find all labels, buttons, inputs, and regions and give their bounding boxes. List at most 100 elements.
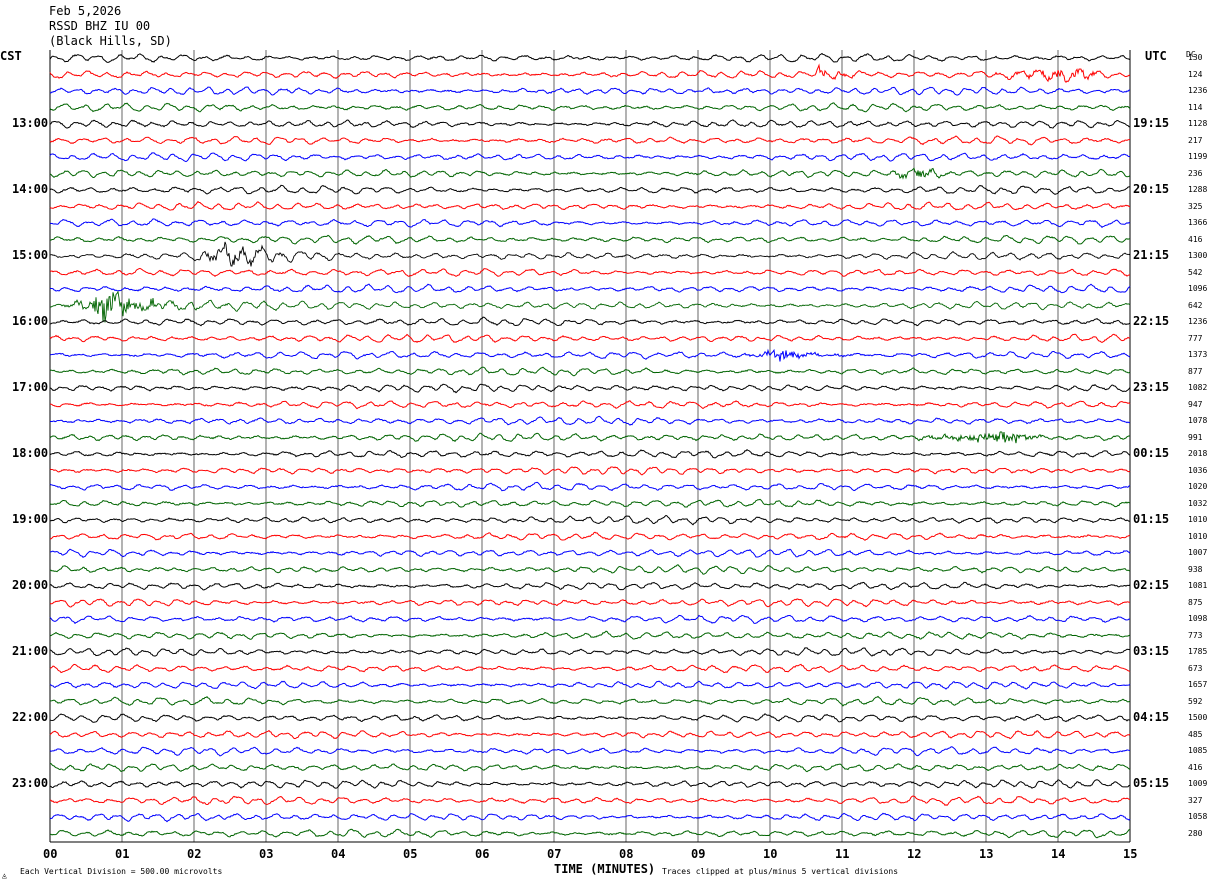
trace-42 <box>49 746 1131 757</box>
left-hour-label: 18:00 <box>12 446 49 460</box>
dc-label: DC <box>1186 50 1196 59</box>
dc-offset-label: 1010 <box>1188 515 1208 524</box>
dc-offset-label: 1288 <box>1188 185 1208 194</box>
dc-offset-label: 327 <box>1188 795 1203 805</box>
left-hour-label: 22:00 <box>12 710 49 724</box>
clip-note: Traces clipped at plus/minus 5 vertical … <box>662 867 899 876</box>
dc-offset-label: 1098 <box>1188 614 1208 623</box>
dc-offset-label: 1236 <box>1188 317 1208 326</box>
trace-16 <box>49 316 1131 327</box>
dc-offset-label: 1128 <box>1188 119 1208 128</box>
trace-1 <box>49 63 1131 83</box>
trace-24 <box>49 449 1131 459</box>
left-hour-label: 14:00 <box>12 182 49 196</box>
trace-19 <box>49 366 1131 377</box>
trace-36 <box>49 647 1131 657</box>
dc-offset-label: 1082 <box>1188 383 1208 392</box>
dc-offset-label: 1096 <box>1188 284 1208 293</box>
left-hour-label: 15:00 <box>12 248 49 262</box>
x-tick-label: 10 <box>763 847 778 861</box>
x-tick-label: 02 <box>187 847 202 861</box>
scale-note: Each Vertical Division = 500.00 microvol… <box>20 867 223 876</box>
time-gridlines <box>49 50 1131 843</box>
trace-41 <box>49 729 1131 740</box>
dc-offset-label: 130 <box>1188 53 1203 62</box>
x-tick-label: 12 <box>907 847 922 861</box>
left-hour-label: 13:00 <box>12 116 49 130</box>
right-hour-label: 23:15 <box>1133 380 1170 394</box>
dc-offset-label: 1373 <box>1188 350 1208 359</box>
trace-0 <box>49 52 1131 63</box>
x-tick-label: 11 <box>835 847 850 861</box>
dc-offset-label: 1657 <box>1188 680 1208 689</box>
right-hour-label: 04:15 <box>1133 710 1170 724</box>
trace-10 <box>49 218 1131 229</box>
x-tick-label: 13 <box>979 847 994 861</box>
x-tick-label: 01 <box>115 847 130 861</box>
dc-offset-label: 1199 <box>1188 152 1208 161</box>
x-tick-label: 06 <box>475 847 490 861</box>
right-hour-label: 20:15 <box>1133 182 1170 196</box>
trace-27 <box>49 498 1131 508</box>
left-hour-label: 17:00 <box>12 380 49 394</box>
trace-38 <box>49 680 1131 690</box>
dc-offset-label: 642 <box>1188 300 1203 310</box>
trace-2 <box>49 86 1131 96</box>
x-tick-label: 14 <box>1051 847 1066 861</box>
dc-offset-label: 947 <box>1188 399 1203 409</box>
trace-22 <box>49 415 1131 426</box>
trace-29 <box>49 531 1131 541</box>
dc-offset-label: 416 <box>1188 234 1203 244</box>
trace-15 <box>49 290 1131 323</box>
trace-47 <box>49 828 1131 839</box>
trace-45 <box>49 795 1131 807</box>
trace-20 <box>49 383 1131 394</box>
trace-13 <box>49 267 1131 278</box>
dc-offset-label: 1020 <box>1188 482 1208 491</box>
x-tick-label: 00 <box>43 847 58 861</box>
dc-offset-label: 1500 <box>1188 713 1208 722</box>
dc-offset-label: 1036 <box>1188 465 1208 475</box>
trace-14 <box>49 283 1131 294</box>
right-hour-label: 22:15 <box>1133 314 1170 328</box>
trace-40 <box>49 713 1131 723</box>
footer-icon: ◬ <box>2 871 7 880</box>
trace-44 <box>49 779 1131 789</box>
trace-5 <box>49 135 1131 146</box>
dc-offset-label: 485 <box>1188 729 1203 739</box>
x-tick-label: 05 <box>403 847 418 861</box>
trace-8 <box>49 184 1131 195</box>
trace-18 <box>49 348 1131 362</box>
dc-offset-label: 1081 <box>1188 581 1208 590</box>
dc-offset-label: 777 <box>1188 333 1203 343</box>
trace-33 <box>49 598 1131 608</box>
dc-offset-label: 1785 <box>1188 647 1208 656</box>
trace-28 <box>49 514 1131 526</box>
dc-offset-label: 1300 <box>1188 251 1208 260</box>
x-tick-label: 15 <box>1123 847 1138 861</box>
right-hour-label: 05:15 <box>1133 776 1170 790</box>
right-hour-label: 21:15 <box>1133 248 1170 262</box>
right-hour-label: 19:15 <box>1133 116 1170 130</box>
trace-30 <box>49 548 1131 558</box>
dc-offset-label: 2018 <box>1188 449 1208 458</box>
right-hour-label: 03:15 <box>1133 644 1170 658</box>
x-tick-label: 08 <box>619 847 634 861</box>
trace-11 <box>49 234 1131 245</box>
x-tick-label: 04 <box>331 847 346 861</box>
trace-46 <box>49 812 1131 823</box>
dc-offset-label: 114 <box>1188 102 1203 112</box>
trace-3 <box>49 102 1131 113</box>
trace-4 <box>49 119 1131 129</box>
seismic-traces <box>49 52 1131 839</box>
trace-12 <box>49 241 1131 267</box>
trace-34 <box>49 614 1131 625</box>
trace-9 <box>49 200 1131 211</box>
dc-offset-label: 1009 <box>1188 779 1208 788</box>
trace-37 <box>49 663 1131 674</box>
right-hour-label: 02:15 <box>1133 578 1170 592</box>
trace-21 <box>50 400 1131 410</box>
dc-offset-label: 1010 <box>1188 531 1208 541</box>
right-hour-label: 00:15 <box>1133 446 1170 460</box>
left-hour-label: 19:00 <box>12 512 49 526</box>
